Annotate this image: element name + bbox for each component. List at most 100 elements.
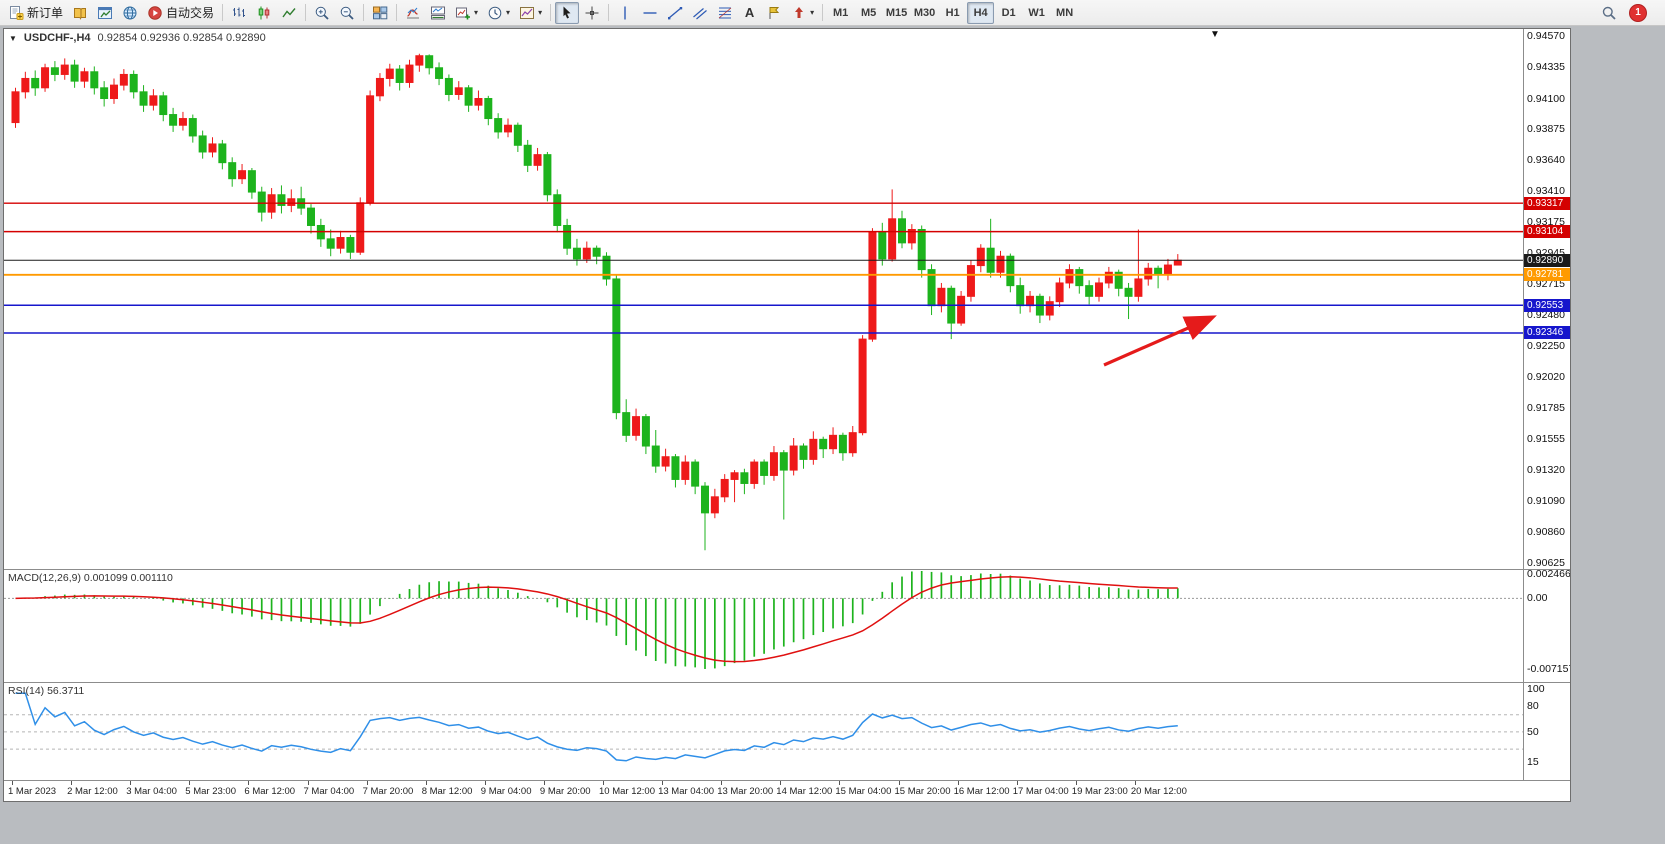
one-click-trading-arrow[interactable]: ▼ bbox=[9, 33, 17, 43]
zoom-in-icon bbox=[314, 5, 330, 21]
bars-chart-button[interactable] bbox=[227, 2, 251, 24]
time-axis-tick bbox=[248, 781, 250, 785]
price-axis-label: 0.94100 bbox=[1527, 92, 1565, 105]
book-button[interactable] bbox=[68, 2, 92, 24]
time-axis-tick bbox=[366, 781, 368, 785]
web-globe-button[interactable] bbox=[118, 2, 142, 24]
timeframe-m30[interactable]: M30 bbox=[911, 2, 938, 24]
time-axis-tick bbox=[898, 781, 900, 785]
price-line-badge: 0.93104 bbox=[1524, 225, 1570, 239]
timeframe-m5[interactable]: M5 bbox=[855, 2, 882, 24]
time-axis-label: 13 Mar 04:00 bbox=[658, 786, 715, 797]
new-order-button[interactable]: 新订单 bbox=[4, 2, 67, 24]
candlestick-chart[interactable] bbox=[4, 29, 1524, 569]
price-axis-label: 0.91320 bbox=[1527, 464, 1565, 477]
timeframe-m15[interactable]: M15 bbox=[883, 2, 910, 24]
arrows-button[interactable]: ▾ bbox=[787, 2, 818, 24]
price-axis[interactable]: 0.94570 0.94335 0.94100 0.93875 0.93640 0.934… bbox=[1523, 29, 1570, 569]
cursor-button[interactable] bbox=[555, 1, 580, 24]
zoom-in-button[interactable] bbox=[310, 2, 334, 24]
rsi-axis-label: 15 bbox=[1527, 755, 1539, 768]
price-axis-label: 0.91785 bbox=[1527, 401, 1565, 414]
text-button[interactable]: A bbox=[738, 2, 761, 24]
clock-icon bbox=[487, 5, 503, 21]
chart-window: ▼ USDCHF-,H4 0.92854 0.92936 0.92854 0.9… bbox=[3, 28, 1571, 802]
template-icon bbox=[519, 5, 535, 21]
chevron-down-icon: ▾ bbox=[538, 7, 543, 17]
price-line-badge: 0.93317 bbox=[1524, 196, 1570, 210]
indicators-button[interactable] bbox=[401, 2, 425, 24]
chevron-down-icon: ▾ bbox=[810, 7, 815, 17]
rsi-label: RSI(14) 56.3711 bbox=[8, 685, 85, 697]
toolbar: 新订单 自动交易 bbox=[0, 0, 1665, 26]
chart-window-button[interactable] bbox=[93, 2, 117, 24]
text-tool-glyph: A bbox=[744, 5, 755, 20]
search-button[interactable] bbox=[1597, 2, 1621, 24]
timeframe-d1[interactable]: D1 bbox=[995, 2, 1022, 24]
tile-windows-button[interactable] bbox=[368, 2, 392, 24]
timeframe-mn[interactable]: MN bbox=[1051, 2, 1078, 24]
toolbar-separator bbox=[822, 4, 824, 21]
trendline-button[interactable] bbox=[663, 2, 687, 24]
new-order-icon bbox=[8, 5, 24, 21]
line-chart-button[interactable] bbox=[277, 2, 301, 24]
time-axis[interactable]: 1 Mar 2023 2 Mar 12:00 3 Mar 04:00 5 Mar 23… bbox=[4, 781, 1570, 801]
time-axis-label: 8 Mar 12:00 bbox=[421, 786, 473, 797]
rsi-axis-label: 50 bbox=[1527, 725, 1539, 738]
time-axis-tick bbox=[603, 781, 604, 785]
price-axis-label: 0.92250 bbox=[1527, 339, 1565, 352]
crosshair-button[interactable] bbox=[580, 2, 604, 24]
horizontal-line-icon bbox=[642, 5, 658, 21]
timeframe-w1[interactable]: W1 bbox=[1023, 2, 1050, 24]
macd-chart[interactable] bbox=[4, 570, 1524, 682]
indicator-windows-icon bbox=[430, 5, 446, 21]
channel-icon bbox=[692, 5, 708, 21]
macd-plot[interactable]: MACD(12,26,9) 0.001099 0.001110 bbox=[4, 570, 1524, 682]
tile-windows-icon bbox=[372, 5, 388, 21]
time-axis-tick bbox=[839, 781, 841, 785]
time-axis-label: 17 Mar 04:00 bbox=[1012, 786, 1069, 797]
templates-button[interactable]: ▾ bbox=[515, 2, 546, 24]
new-chart-icon bbox=[455, 5, 471, 21]
vertical-line-button[interactable] bbox=[613, 2, 637, 24]
rsi-plot[interactable]: RSI(14) 56.3711 bbox=[4, 683, 1524, 780]
price-line-badge: 0.92553 bbox=[1524, 298, 1570, 312]
indicator-windows-button[interactable] bbox=[426, 2, 450, 24]
price-line-badge: 0.92346 bbox=[1524, 326, 1570, 340]
time-axis-tick bbox=[1016, 781, 1018, 785]
time-axis-tick bbox=[130, 781, 132, 785]
fibonacci-button[interactable] bbox=[713, 2, 737, 24]
chart-top-marker: ▼ bbox=[1210, 29, 1220, 40]
time-axis-label: 7 Mar 04:00 bbox=[303, 786, 355, 797]
price-axis-label: 0.90625 bbox=[1527, 556, 1565, 569]
chevron-down-icon: ▾ bbox=[474, 7, 479, 17]
notifications-badge[interactable]: 1 bbox=[1629, 3, 1647, 22]
price-axis-label: 0.93875 bbox=[1527, 122, 1565, 135]
timeframe-h4[interactable]: H4 bbox=[967, 1, 995, 24]
horizontal-line-button[interactable] bbox=[638, 2, 662, 24]
time-axis-label: 13 Mar 20:00 bbox=[717, 786, 774, 797]
label-button[interactable] bbox=[762, 2, 786, 24]
zoom-out-button[interactable] bbox=[335, 2, 359, 24]
toolbar-separator bbox=[363, 4, 365, 21]
channel-button[interactable] bbox=[688, 2, 712, 24]
new-chart-button[interactable]: ▾ bbox=[451, 2, 482, 24]
periods-button[interactable]: ▾ bbox=[483, 2, 514, 24]
price-axis-label: 0.94570 bbox=[1527, 29, 1565, 42]
chart-ohlc-values: 0.92854 0.92936 0.92854 0.92890 bbox=[97, 32, 266, 44]
time-axis-tick bbox=[662, 781, 664, 785]
toolbar-separator bbox=[305, 4, 307, 21]
rsi-chart[interactable] bbox=[4, 683, 1524, 780]
candles-chart-button[interactable] bbox=[252, 2, 276, 24]
timeframe-m1[interactable]: M1 bbox=[827, 2, 854, 24]
main-plot[interactable]: ▼ USDCHF-,H4 0.92854 0.92936 0.92854 0.9… bbox=[4, 29, 1524, 569]
book-icon bbox=[72, 5, 88, 21]
price-axis-label: 0.92480 bbox=[1527, 309, 1565, 322]
price-axis-label: 0.93640 bbox=[1527, 153, 1565, 166]
time-axis-label: 9 Mar 04:00 bbox=[480, 786, 532, 797]
timeframe-toolbar: M1 M5 M15 M30 H1 H4 D1 W1 MN bbox=[827, 1, 1078, 24]
time-axis-label: 15 Mar 20:00 bbox=[894, 786, 951, 797]
timeframe-h1[interactable]: H1 bbox=[939, 2, 966, 24]
auto-trading-button[interactable]: 自动交易 bbox=[143, 2, 218, 24]
time-axis-tick bbox=[12, 781, 13, 785]
